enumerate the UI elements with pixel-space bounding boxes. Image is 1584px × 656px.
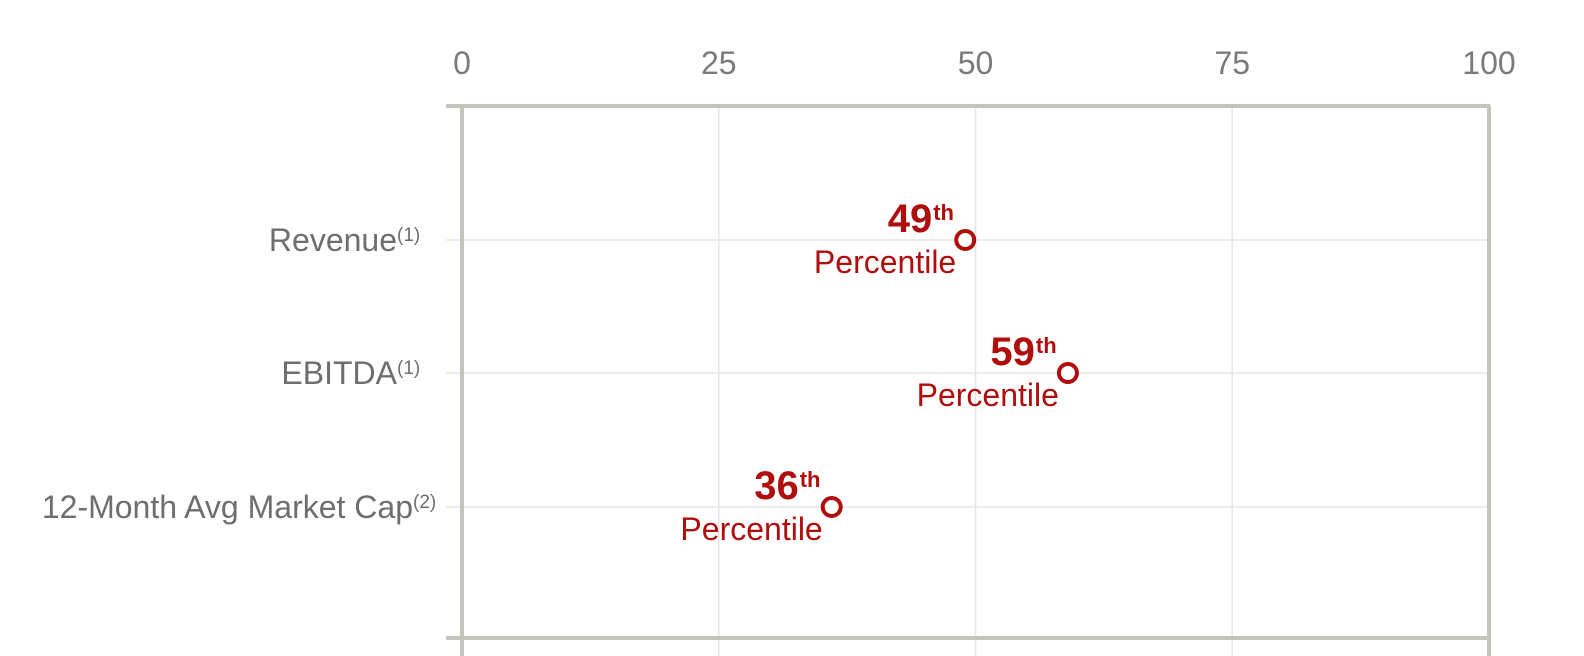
category-label: Revenue xyxy=(269,222,397,258)
category-label: 12-Month Avg Market Cap xyxy=(42,489,413,525)
x-tick-label: 50 xyxy=(958,45,994,81)
percentile-word: Percentile xyxy=(917,377,1059,413)
percentile-number: 49 xyxy=(888,197,933,241)
x-tick-label: 75 xyxy=(1214,45,1250,81)
category-footnote: (2) xyxy=(413,492,436,513)
data-point xyxy=(820,496,843,518)
percentile-number: 36 xyxy=(754,464,799,508)
x-tick-label: 25 xyxy=(701,45,737,81)
percentile-suffix: th xyxy=(800,467,821,492)
category-footnote: (1) xyxy=(397,225,420,246)
data-point xyxy=(1056,362,1079,384)
category-label: EBITDA xyxy=(281,355,397,391)
percentile-suffix: th xyxy=(933,200,954,225)
percentile-number: 59 xyxy=(990,330,1035,374)
category-footnote: (1) xyxy=(397,358,420,379)
data-point xyxy=(954,229,977,251)
percentile-word: Percentile xyxy=(680,511,822,547)
percentile-suffix: th xyxy=(1036,333,1057,358)
percentile-word: Percentile xyxy=(814,244,956,280)
x-tick-label: 0 xyxy=(453,45,471,81)
x-tick-label: 100 xyxy=(1462,45,1515,81)
